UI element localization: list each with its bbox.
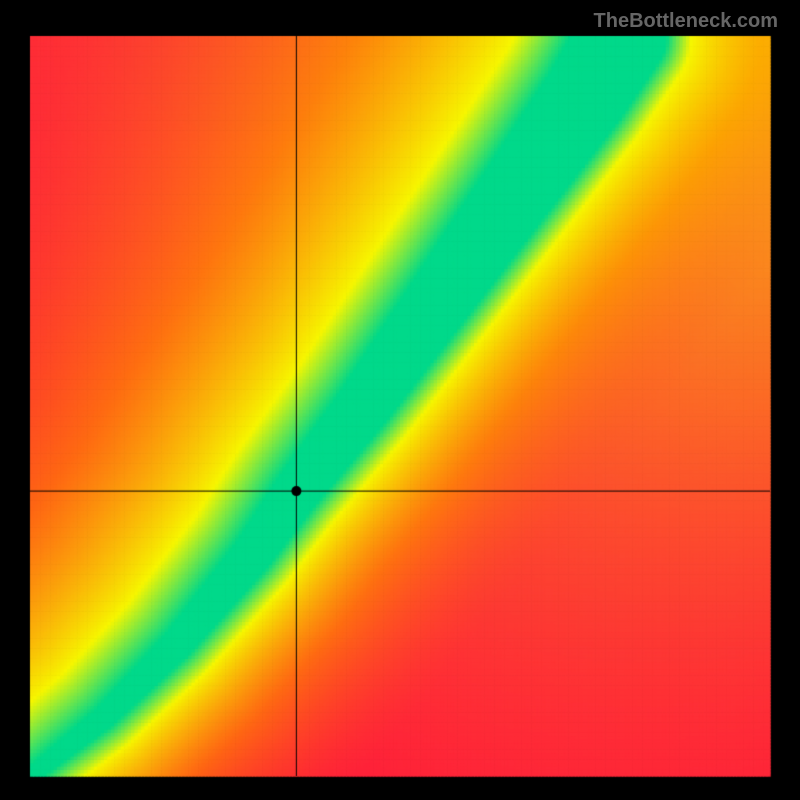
watermark-text: TheBottleneck.com: [594, 10, 778, 33]
chart-container: TheBottleneck.com: [0, 0, 800, 800]
heatmap-canvas: [0, 0, 800, 800]
